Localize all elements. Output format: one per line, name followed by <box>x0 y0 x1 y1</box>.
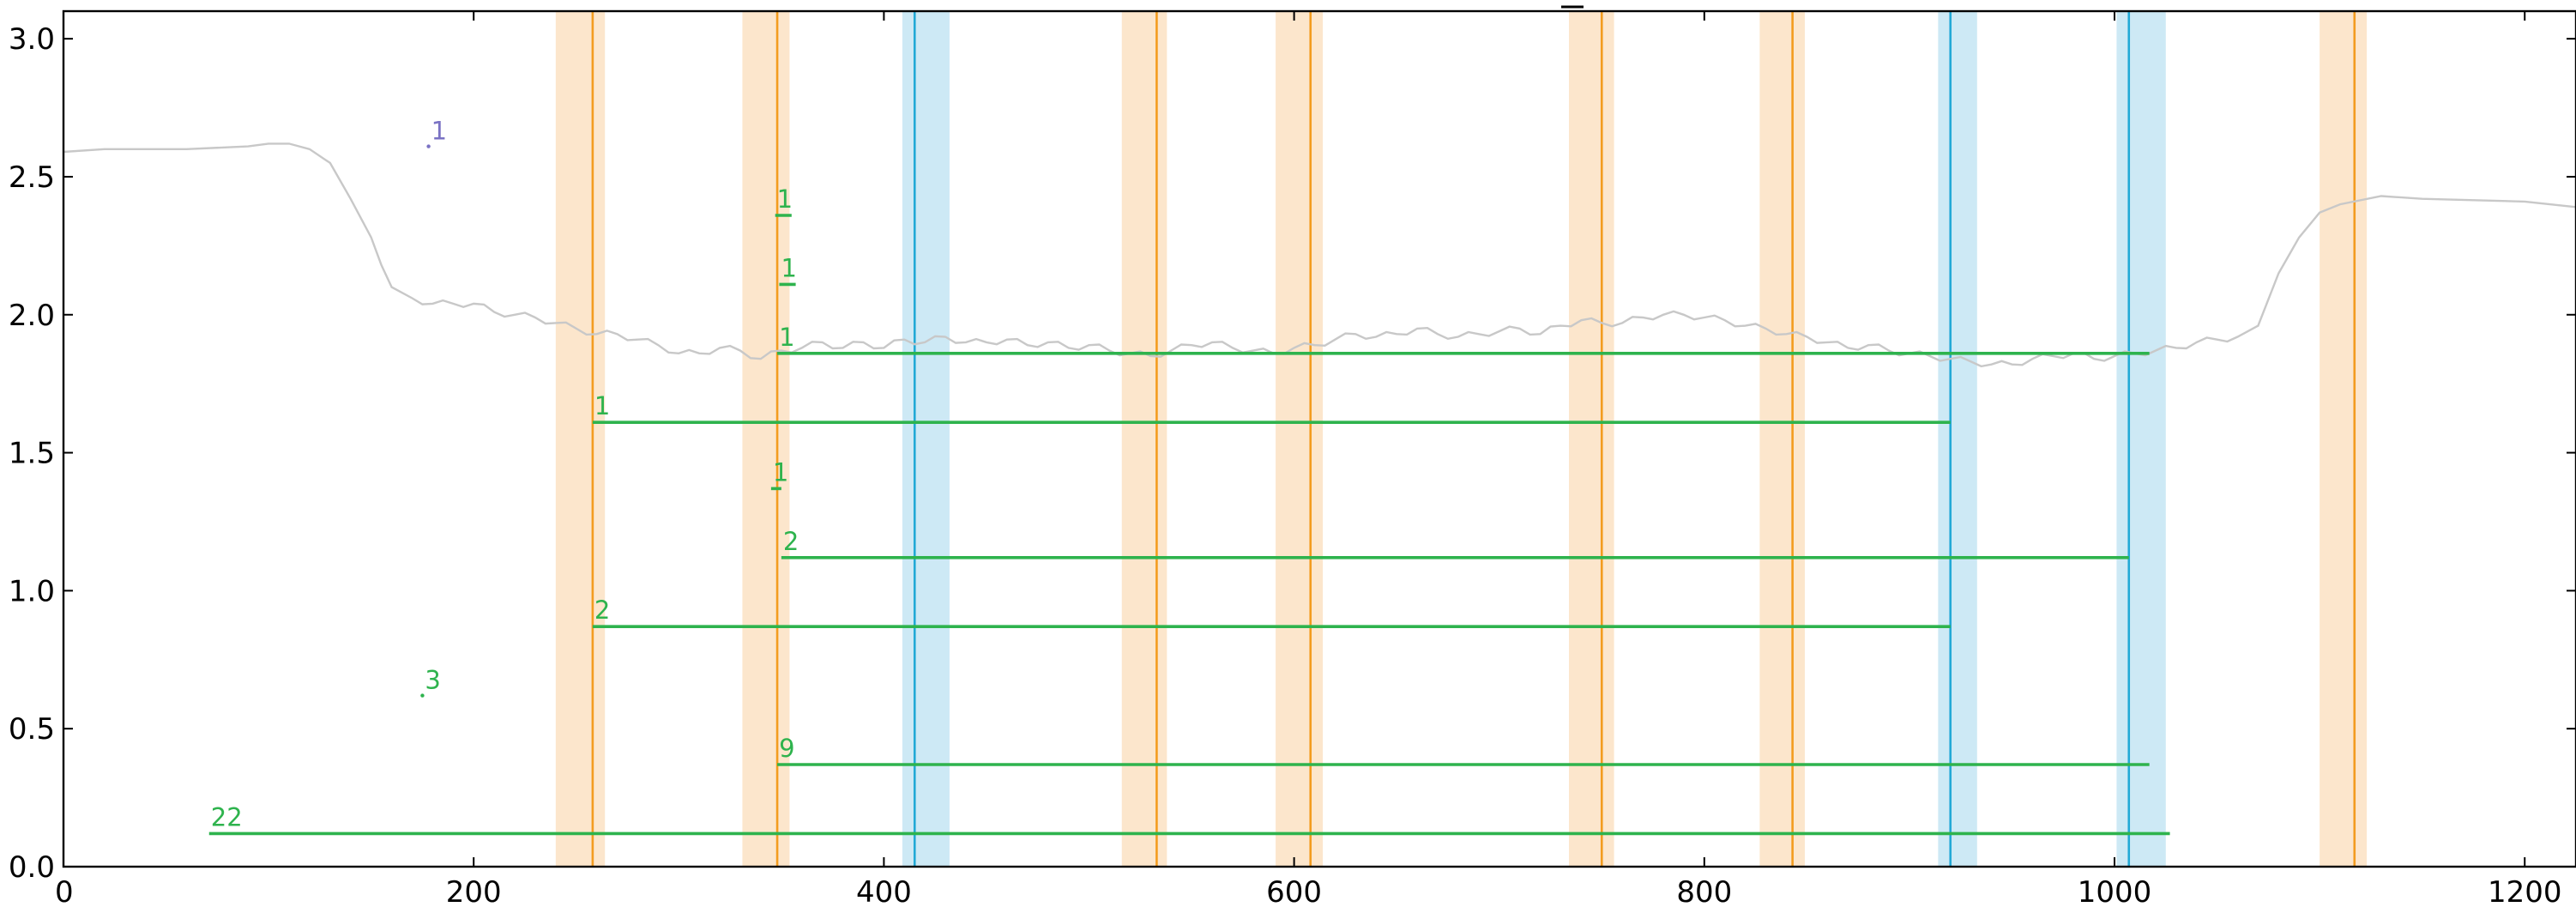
segment-label-1: 1 <box>781 253 796 282</box>
y-tick-label-1: 0.5 <box>9 712 55 747</box>
y-tick-label-3: 1.5 <box>9 437 55 471</box>
x-tick-label-5: 1000 <box>2078 875 2152 907</box>
blue-band-1 <box>1938 11 1977 867</box>
y-tick-label-4: 2.0 <box>9 299 55 333</box>
orange-band-4 <box>1569 11 1614 867</box>
point-0 <box>426 144 431 148</box>
orange-band-2 <box>1121 11 1167 867</box>
orange-band-5 <box>1759 11 1805 867</box>
orange-band-1 <box>742 11 790 867</box>
orange-band-0 <box>555 11 606 867</box>
y-tick-label-0: 0.0 <box>9 850 55 885</box>
segment-label-7: 9 <box>779 734 794 763</box>
x-tick-label-4: 800 <box>1676 875 1732 907</box>
segment-label-2: 1 <box>779 323 794 352</box>
point-1 <box>420 693 425 698</box>
segment-label-0: 1 <box>777 184 793 214</box>
y-tick-label-6: 3.0 <box>9 22 55 57</box>
segment-label-3: 1 <box>594 391 610 420</box>
orange-band-3 <box>1276 11 1324 867</box>
annotation-bands <box>555 11 2368 867</box>
plot-frame <box>62 9 2576 868</box>
point-markers: 13 <box>420 117 447 698</box>
segment-label-5: 2 <box>783 527 799 556</box>
signal-series <box>63 142 2576 368</box>
x-tick-label-1: 200 <box>446 875 502 907</box>
blue-band-0 <box>902 11 950 867</box>
signal-line <box>63 142 2576 368</box>
x-axis-ticks: 0 200 400 600 800 1000 1200 <box>55 11 2561 907</box>
orange-band-6 <box>2320 11 2368 867</box>
segment-label-4: 1 <box>773 457 788 487</box>
y-tick-label-2: 1.0 <box>9 574 55 608</box>
point-label-1: 3 <box>425 666 440 695</box>
segment-label-8: 22 <box>211 802 243 831</box>
x-tick-label-0: 0 <box>55 875 74 907</box>
x-tick-label-6: 1200 <box>2488 875 2562 907</box>
point-label-0: 1 <box>431 117 447 146</box>
x-tick-label-3: 600 <box>1266 875 1322 907</box>
y-tick-label-5: 2.5 <box>9 160 55 195</box>
y-axis-ticks: 0.0 0.5 1.0 1.5 2.0 2.5 3.0 <box>9 22 2576 885</box>
blue-band-2 <box>2116 11 2166 867</box>
x-tick-label-2: 400 <box>856 875 912 907</box>
segment-label-6: 2 <box>594 596 610 625</box>
annotation-lines <box>591 11 2356 867</box>
